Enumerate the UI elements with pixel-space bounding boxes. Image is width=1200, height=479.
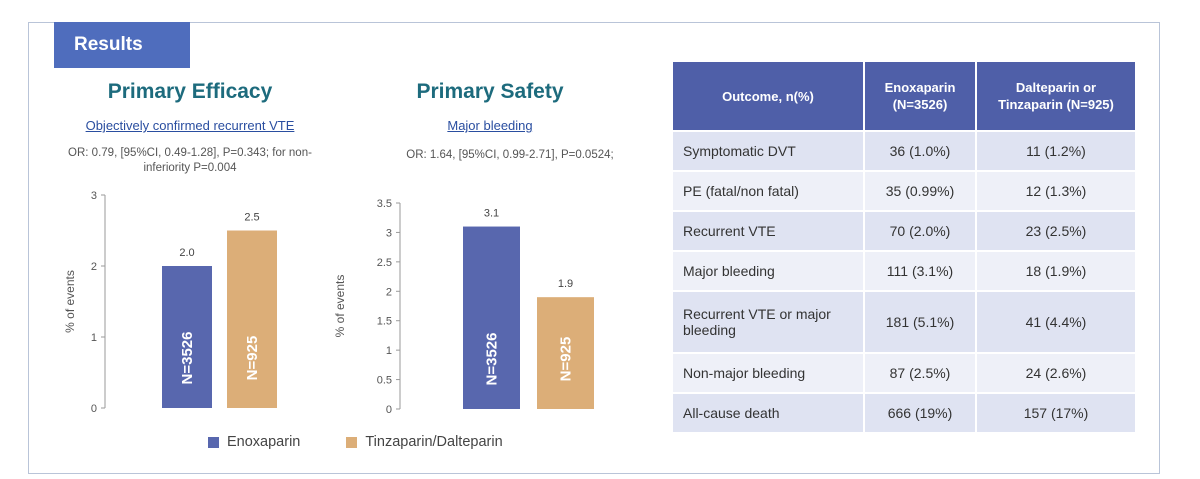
table-cell-enoxaparin: 111 (3.1%) [865, 252, 975, 290]
y-tick-label: 0 [91, 403, 97, 415]
bar-value-label: 2.5 [244, 212, 259, 224]
table-header-row: Outcome, n(%) Enoxaparin (N=3526) Daltep… [673, 62, 1135, 130]
bar-value-label: 1.9 [558, 278, 573, 290]
bar-value-label: 3.1 [484, 208, 499, 220]
y-tick-label: 1.5 [377, 316, 392, 328]
table-cell-enoxaparin: 70 (2.0%) [865, 212, 975, 250]
table-cell-outcome: Non-major bleeding [673, 354, 863, 392]
y-tick-label: 2 [91, 261, 97, 273]
legend-swatch-tinzaparin-dalteparin [346, 436, 358, 448]
table-row: All-cause death 666 (19%) 157 (17%) [673, 394, 1135, 432]
table-cell-dalteparin-tinzaparin: 41 (4.4%) [977, 292, 1135, 352]
table-cell-enoxaparin: 87 (2.5%) [865, 354, 975, 392]
bar-sample-size-label: N=925 [558, 337, 575, 382]
y-tick-label: 2.5 [377, 257, 392, 269]
table-cell-outcome: Symptomatic DVT [673, 132, 863, 170]
y-tick-label: 3 [91, 190, 97, 202]
table-cell-enoxaparin: 666 (19%) [865, 394, 975, 432]
y-axis-label: % of events [333, 275, 347, 338]
bar-enoxaparin [162, 266, 212, 408]
table-row: Non-major bleeding 87 (2.5%) 24 (2.6%) [673, 354, 1135, 392]
header-dalteparin-tinzaparin: Dalteparin or Tinzaparin (N=925) [977, 62, 1135, 130]
table-row: Major bleeding 111 (3.1%) 18 (1.9%) [673, 252, 1135, 290]
y-tick-label: 1 [386, 345, 392, 357]
table-cell-enoxaparin: 35 (0.99%) [865, 172, 975, 210]
table-row: PE (fatal/non fatal) 35 (0.99%) 12 (1.3%) [673, 172, 1135, 210]
table-cell-dalteparin-tinzaparin: 24 (2.6%) [977, 354, 1135, 392]
table-cell-dalteparin-tinzaparin: 11 (1.2%) [977, 132, 1135, 170]
table-cell-dalteparin-tinzaparin: 157 (17%) [977, 394, 1135, 432]
legend-label-enoxaparin: Enoxaparin [227, 434, 301, 450]
legend-swatch-enoxaparin [208, 436, 219, 448]
efficacy-stat: OR: 0.79, [95%CI, 0.49-1.28], P=0.343; f… [40, 146, 340, 176]
table-row: Recurrent VTE 70 (2.0%) 23 (2.5%) [673, 212, 1135, 250]
safety-title: Primary Safety [416, 80, 564, 103]
bar-tinzaparin-dalteparin [227, 230, 277, 408]
bar-tinzaparin-dalteparin [537, 297, 594, 409]
table-cell-enoxaparin: 181 (5.1%) [865, 292, 975, 352]
legend-item-enoxaparin: Enoxaparin [208, 434, 300, 450]
header-outcome: Outcome, n(%) [673, 62, 863, 130]
table-cell-enoxaparin: 36 (1.0%) [865, 132, 975, 170]
header-enoxaparin: Enoxaparin (N=3526) [865, 62, 975, 130]
table-cell-outcome: Recurrent VTE [673, 212, 863, 250]
outcomes-table-body: Symptomatic DVT 36 (1.0%) 11 (1.2%) PE (fat… [673, 132, 1135, 432]
bar-value-label: 2.0 [179, 247, 194, 259]
outcomes-table: Outcome, n(%) Enoxaparin (N=3526) Daltep… [671, 60, 1137, 434]
table-cell-dalteparin-tinzaparin: 18 (1.9%) [977, 252, 1135, 290]
bar-sample-size-label: N=3526 [484, 333, 501, 386]
table-row: Symptomatic DVT 36 (1.0%) 11 (1.2%) [673, 132, 1135, 170]
y-tick-label: 0 [386, 404, 392, 416]
chart-legend: Enoxaparin Tinzaparin/Dalteparin [208, 434, 549, 450]
table-cell-dalteparin-tinzaparin: 12 (1.3%) [977, 172, 1135, 210]
bar-enoxaparin [463, 226, 520, 409]
efficacy-stat-line1: OR: 0.79, [95%CI, 0.49-1.28], P=0.343; f… [68, 147, 312, 159]
safety-subtitle: Major bleeding [447, 118, 533, 133]
table-row: Recurrent VTE or major bleeding 181 (5.1%… [673, 292, 1135, 352]
legend-item-tinzaparin-dalteparin: Tinzaparin/Dalteparin [346, 434, 503, 450]
y-tick-label: 0.5 [377, 375, 392, 387]
table-cell-outcome: All-cause death [673, 394, 863, 432]
table-cell-outcome: Recurrent VTE or major bleeding [673, 292, 863, 352]
table-cell-outcome: PE (fatal/non fatal) [673, 172, 863, 210]
y-axis-label: % of events [63, 270, 77, 333]
y-tick-label: 3 [386, 227, 392, 239]
table-cell-dalteparin-tinzaparin: 23 (2.5%) [977, 212, 1135, 250]
bar-sample-size-label: N=925 [244, 336, 261, 381]
y-tick-label: 2 [386, 286, 392, 298]
legend-label-tinzaparin-dalteparin: Tinzaparin/Dalteparin [365, 434, 503, 450]
results-tab: Results [54, 22, 190, 68]
table-cell-outcome: Major bleeding [673, 252, 863, 290]
safety-stat: OR: 1.64, [95%CI, 0.99-2.71], P=0.0524; [406, 149, 614, 161]
efficacy-title: Primary Efficacy [107, 80, 273, 103]
y-tick-label: 3.5 [377, 198, 392, 210]
bar-sample-size-label: N=3526 [179, 332, 196, 385]
efficacy-stat-line2: inferiority P=0.004 [143, 162, 237, 174]
y-tick-label: 1 [91, 332, 97, 344]
efficacy-subtitle: Objectively confirmed recurrent VTE [85, 118, 295, 133]
